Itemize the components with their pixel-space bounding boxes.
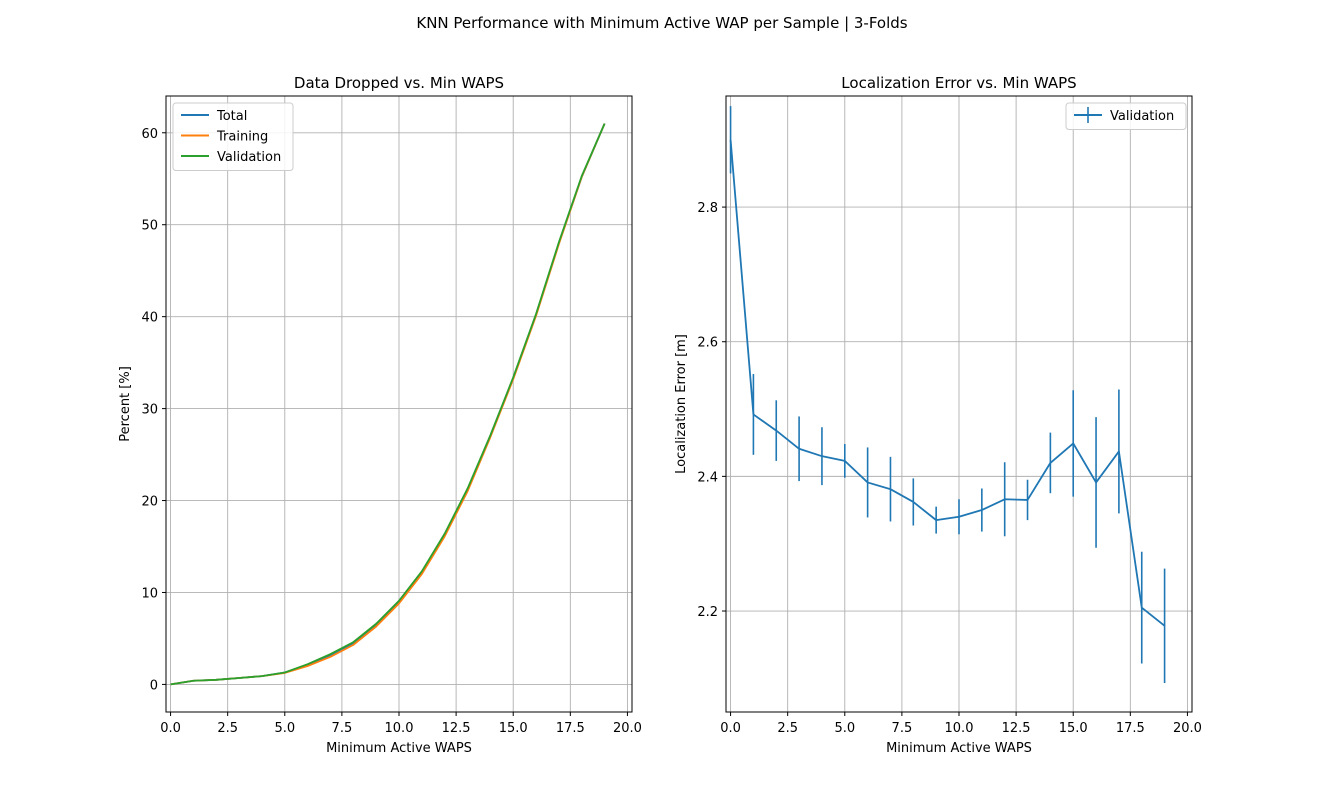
localization-error-x-tick-label: 5.0 — [834, 721, 855, 736]
data-dropped-x-tick-label: 7.5 — [332, 721, 353, 736]
data-dropped-x-tick-label: 20.0 — [613, 721, 642, 736]
localization-error-ylabel: Localization Error [m] — [674, 334, 689, 474]
localization-error-series-validation-line — [729, 139, 1166, 627]
localization-error-legend-label: Validation — [1110, 109, 1174, 124]
localization-error-x-tick-label: 2.5 — [777, 721, 798, 736]
data-dropped-series-training-line — [170, 123, 606, 686]
data-dropped-y-tick-label: 0 — [150, 678, 158, 693]
localization-error-axes-frame — [725, 95, 1193, 713]
data-dropped-x-tick-label: 2.5 — [217, 721, 238, 736]
data-dropped-legend-label: Validation — [217, 150, 281, 165]
data-dropped-legend-label: Training — [216, 130, 268, 145]
data-dropped-series-total-line — [170, 123, 606, 686]
localization-error-xlabel: Minimum Active WAPS — [886, 741, 1032, 756]
data-dropped-y-tick-label: 10 — [141, 586, 158, 601]
data-dropped-legend-label: Total — [216, 109, 247, 124]
figure-suptitle: KNN Performance with Minimum Active WAP … — [416, 14, 907, 32]
localization-error-x-tick-label: 10.0 — [945, 721, 974, 736]
data-dropped-xlabel: Minimum Active WAPS — [326, 741, 472, 756]
data-dropped-x-tick-label: 0.0 — [160, 721, 181, 736]
data-dropped-x-tick-label: 5.0 — [274, 721, 295, 736]
data-dropped-y-tick-label: 20 — [141, 495, 158, 510]
localization-error-x-tick-label: 20.0 — [1173, 721, 1202, 736]
data-dropped-legend-box — [172, 102, 294, 171]
data-dropped-ylabel: Percent [%] — [118, 366, 133, 442]
data-dropped-series-validation-line — [170, 123, 606, 686]
data-dropped-y-tick-label: 30 — [141, 403, 158, 418]
localization-error-legend: Validation — [1065, 102, 1187, 130]
data-dropped-title: Data Dropped vs. Min WAPS — [294, 74, 504, 92]
localization-error-title: Localization Error vs. Min WAPS — [841, 74, 1076, 92]
localization-error-x-tick-label: 0.0 — [720, 721, 741, 736]
localization-error-x-tick-label: 7.5 — [892, 721, 913, 736]
localization-error-x-tick-label: 12.5 — [1002, 721, 1031, 736]
data-dropped-x-tick-label: 10.0 — [385, 721, 414, 736]
data-dropped-axes-frame — [165, 95, 633, 713]
data-dropped-x-tick-label: 12.5 — [442, 721, 471, 736]
localization-error-y-tick-label: 2.8 — [697, 201, 718, 216]
localization-error-y-tick-label: 2.4 — [697, 470, 718, 485]
localization-error-x-tick-label: 17.5 — [1116, 721, 1145, 736]
data-dropped-y-tick-label: 40 — [141, 311, 158, 326]
data-dropped-y-tick-label: 60 — [141, 127, 158, 142]
data-dropped-y-tick-label: 50 — [141, 219, 158, 234]
localization-error-legend-box — [1065, 102, 1187, 130]
localization-error-x-tick-label: 15.0 — [1059, 721, 1088, 736]
data-dropped-x-tick-label: 17.5 — [556, 721, 585, 736]
data-dropped-chart: Data Dropped vs. Min WAPS Minimum Active… — [118, 74, 642, 756]
data-dropped-legend: Total Training Validation — [172, 102, 294, 171]
localization-error-y-tick-label: 2.6 — [697, 336, 718, 351]
data-dropped-x-tick-label: 15.0 — [499, 721, 528, 736]
localization-error-chart: Localization Error vs. Min WAPS Minimum … — [674, 74, 1202, 756]
localization-error-y-tick-label: 2.2 — [697, 605, 718, 620]
